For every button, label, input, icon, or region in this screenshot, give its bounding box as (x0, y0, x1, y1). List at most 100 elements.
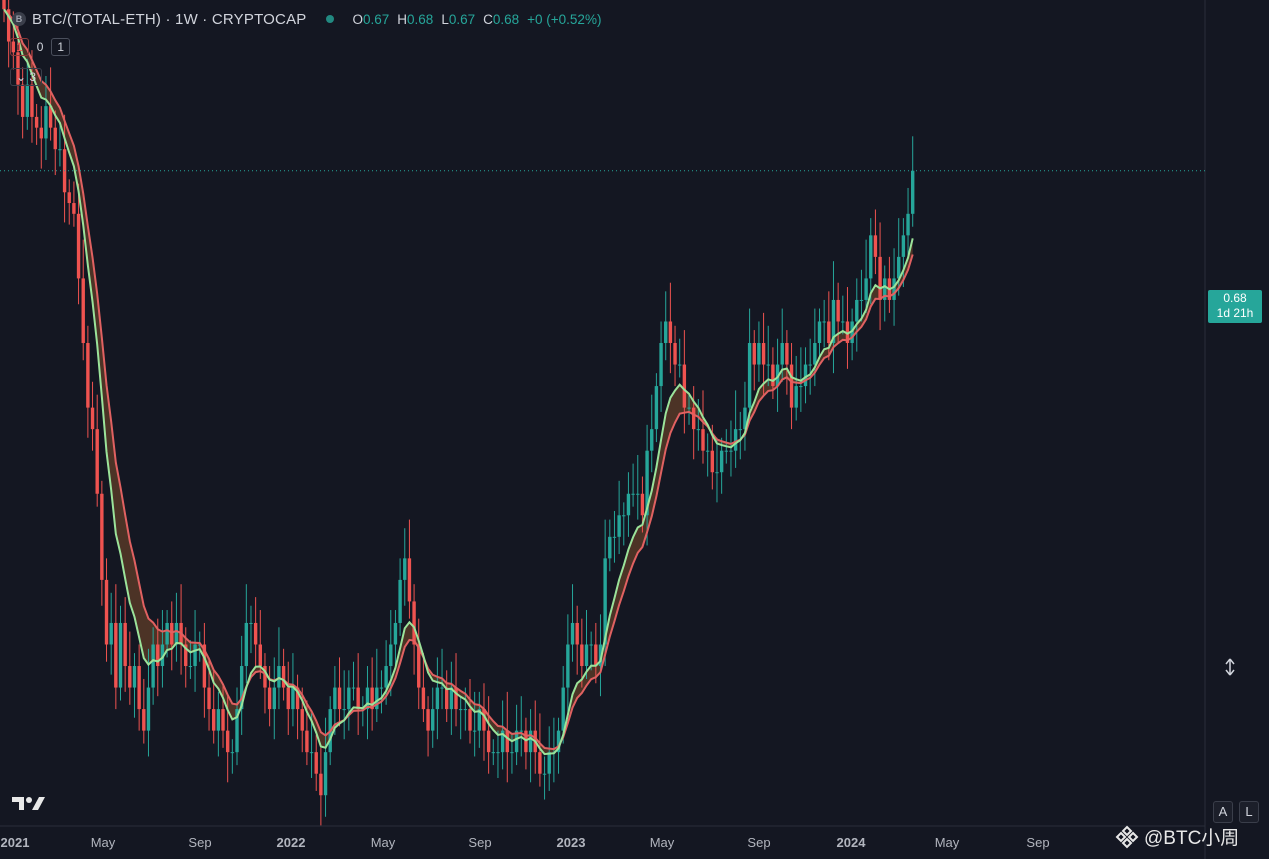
candle-body (519, 730, 523, 732)
candle-body (631, 493, 635, 495)
candle-body (95, 429, 99, 494)
ohlc-high: H0.68 (397, 11, 434, 27)
candle-body (458, 709, 463, 711)
candle-body (426, 709, 430, 731)
candle-body (892, 278, 896, 300)
candle-body (831, 299, 836, 344)
candle-body (911, 170, 915, 214)
indicator-box-1[interactable]: 1 (10, 38, 29, 56)
candle-body (873, 235, 878, 257)
candle-body (25, 84, 29, 117)
candle-body (836, 299, 840, 322)
candle-body (780, 343, 784, 365)
candle-body (808, 364, 812, 366)
candle-body (547, 752, 551, 774)
candle-body (221, 709, 225, 731)
ohlc-values: O0.67 H0.68 L0.67 C0.68 +0 (+0.52%) (352, 12, 601, 27)
candle-body (300, 709, 304, 731)
candle-body (67, 192, 71, 204)
x-tick-label: 2021 (1, 835, 30, 850)
candle-body (281, 666, 286, 688)
candle-body (724, 450, 728, 452)
candle-body (608, 536, 612, 559)
candle-body (216, 709, 221, 731)
candle-body (594, 644, 598, 667)
x-tick-label: Sep (188, 835, 211, 850)
candle-body (622, 515, 626, 517)
candle-body (309, 752, 314, 754)
candle-body (584, 644, 589, 667)
candle-body (445, 687, 449, 710)
vertical-resize-icon[interactable] (1222, 657, 1238, 682)
candle-body (337, 687, 342, 710)
candle-body (86, 343, 90, 408)
candle-body (263, 666, 267, 688)
x-tick-label: Sep (747, 835, 770, 850)
candle-body (580, 644, 584, 667)
candle-body (761, 343, 766, 365)
candle-body (174, 622, 179, 645)
candle-body (76, 213, 81, 279)
candle-body (827, 321, 831, 344)
candle-body (803, 364, 808, 387)
candle-body (794, 386, 798, 408)
x-tick-label: 2024 (837, 835, 867, 850)
candle-body (468, 709, 472, 731)
candle-body (603, 558, 607, 645)
candle-body (431, 709, 435, 731)
candle-body (188, 666, 193, 668)
candle-body (319, 773, 323, 796)
symbol-badge-icon[interactable]: B (12, 12, 26, 26)
candle-body (417, 644, 421, 688)
candle-body (654, 386, 659, 430)
x-tick-label: 2022 (277, 835, 306, 850)
candle-body (347, 687, 351, 710)
candle-body (156, 644, 160, 667)
candle-body (864, 278, 868, 300)
tradingview-logo-icon[interactable] (12, 795, 46, 816)
candle-body (20, 84, 25, 117)
candle-body (640, 493, 645, 516)
candle-body (225, 730, 230, 753)
candle-body (626, 493, 631, 516)
ema-fast-line (3, 8, 914, 756)
indicator-collapse[interactable]: ⌄ 3 (10, 68, 43, 86)
candle-body (305, 730, 309, 753)
candle-body (333, 687, 337, 710)
x-tick-label: Sep (1026, 835, 1049, 850)
candle-body (53, 127, 57, 150)
ohlc-low: L0.67 (441, 11, 476, 27)
candle-body (239, 666, 244, 710)
candle-body (342, 709, 346, 711)
ohlc-change: +0 (+0.52%) (527, 11, 602, 27)
candle-body (198, 644, 202, 646)
candle-body (146, 687, 151, 731)
candle-body (747, 343, 752, 408)
candle-body (668, 321, 673, 344)
x-tick-label: May (91, 835, 116, 850)
candle-body (202, 644, 207, 688)
candle-body (184, 644, 188, 667)
candle-body (785, 343, 789, 365)
candle-body (449, 687, 454, 710)
ohlc-close: C0.68 (483, 11, 520, 27)
candle-body (719, 450, 724, 473)
candle-body (789, 364, 794, 408)
chart-title[interactable]: BTC/(TOTAL-ETH) · 1W · CRYPTOCAP (32, 10, 307, 28)
ema-slow-line (3, 8, 914, 751)
candle-body (850, 321, 854, 344)
exchange-logo-icon (1115, 825, 1139, 848)
candle-body (477, 709, 482, 731)
candle-body (687, 407, 691, 409)
auto-scale-button[interactable]: A (1213, 801, 1233, 823)
candle-body (39, 127, 43, 139)
candle-body (90, 407, 95, 430)
indicator-box-2[interactable]: 1 (51, 38, 71, 56)
candle-body (817, 321, 822, 344)
candle-body (729, 450, 733, 452)
log-scale-button[interactable]: L (1239, 801, 1259, 823)
candle-body (566, 644, 570, 688)
candle-body (454, 687, 458, 710)
chevron-down-icon: ⌄ (16, 70, 27, 84)
